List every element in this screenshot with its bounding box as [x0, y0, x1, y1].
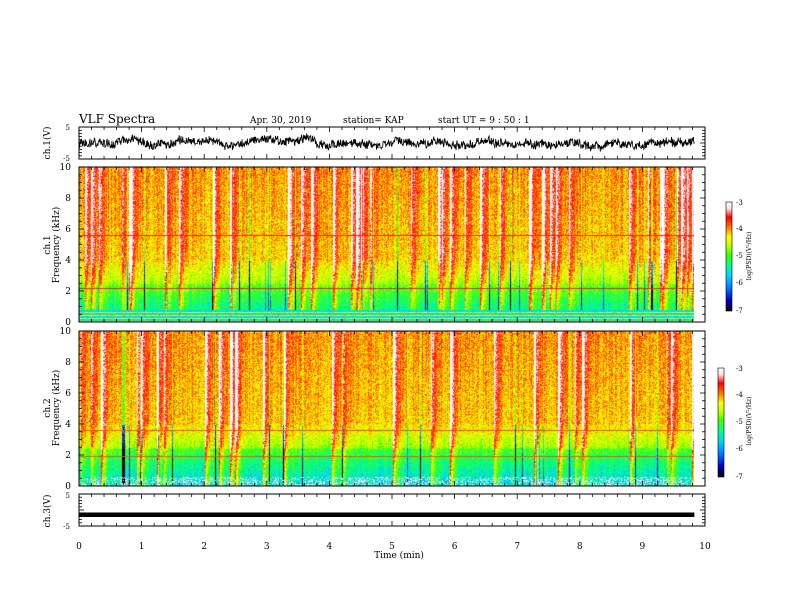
ch1-ytick-top: 5	[66, 124, 70, 132]
ch2-ytick-10: 10	[60, 327, 72, 337]
ch1-cbar-tick-m6: -6	[736, 279, 743, 287]
ch2-freq-tick-labels: 0 2 4 6 8 10	[60, 327, 72, 492]
ch1-ytick-0: 0	[65, 318, 71, 328]
ch2-ytick-6: 6	[65, 389, 71, 399]
ch2-cbar-tick-m3: -3	[736, 365, 743, 373]
ch1-colorbar-bar	[725, 201, 733, 312]
ch1-ylabel-frequency: Frequency (kHz)	[51, 207, 62, 284]
ch3-ytick-top: 5	[66, 492, 70, 500]
ch1-cbar-tick-m5: -5	[736, 252, 743, 260]
ch1-cbar-tick-m4: -4	[736, 225, 743, 233]
ch1-ytick-bottom: -5	[63, 155, 70, 163]
ch1-waveform-panel: 5 -5 ch.1(V)	[42, 124, 706, 163]
ch2-colorbar: -3 -4 -5 -6 -7 log(PSD)(V²/Hz)	[717, 365, 753, 481]
station-label: station= KAP	[343, 116, 404, 126]
ch1-ytick-4: 4	[65, 256, 71, 266]
ch2-ytick-2: 2	[65, 451, 71, 461]
ch2-colorbar-label: log(PSD)(V²/Hz)	[746, 397, 753, 446]
ch2-ytick-0: 0	[65, 482, 71, 492]
ch1-spectrogram-panel: 0 2 4 6 8 10 ch.1 Frequency (kHz)	[43, 163, 706, 328]
ch2-ytick-4: 4	[65, 420, 71, 430]
ch1-ytick-6: 6	[65, 225, 71, 235]
ch1-ytick-10: 10	[60, 163, 72, 173]
ch2-spectrogram-image	[79, 331, 694, 486]
ch1-ytick-2: 2	[65, 287, 71, 297]
figure-title: VLF Spectra	[78, 112, 155, 126]
ch2-colorbar-bar	[717, 367, 725, 478]
start-ut-label: start UT = 9 : 50 : 1	[438, 116, 530, 126]
ch2-cbar-tick-m5: -5	[736, 418, 743, 426]
ch1-cbar-tick-m7: -7	[736, 307, 743, 315]
xtick-4: 4	[327, 542, 333, 552]
ch1-waveform-line	[78, 133, 695, 152]
ch3-ytick-bottom: -5	[63, 523, 70, 531]
ch1-spectrogram-ticks	[78, 166, 706, 323]
ch2-cbar-tick-m4: -4	[736, 391, 743, 399]
xaxis-label: Time (min)	[374, 550, 424, 561]
ch3-waveform-panel: 5 -5 ch.3(V) 0 1 2 3 4 5 6 7 8 9 10 Time…	[42, 492, 711, 561]
xtick-7: 7	[514, 542, 520, 552]
ch1-freq-tick-labels: 0 2 4 6 8 10	[60, 163, 72, 328]
ch2-cbar-tick-m6: -6	[736, 445, 743, 453]
ch1-colorbar: -3 -4 -5 -6 -7 log(PSD)(V²/Hz)	[725, 199, 753, 315]
ch1-waveform-ticks	[78, 126, 706, 160]
ch3-waveform-ticks	[78, 493, 706, 527]
time-tick-labels: 0 1 2 3 4 5 6 7 8 9 10	[76, 542, 711, 552]
xtick-0: 0	[76, 542, 82, 552]
ch3-ylabel: ch.3(V)	[42, 495, 53, 528]
ch2-ytick-8: 8	[65, 358, 71, 368]
xtick-2: 2	[201, 542, 207, 552]
ch1-spectrogram-image	[79, 167, 694, 322]
date-label: Apr. 30, 2019	[249, 116, 312, 126]
ch2-ylabel-frequency: Frequency (kHz)	[51, 370, 62, 447]
xtick-6: 6	[452, 542, 458, 552]
xtick-9: 9	[640, 542, 646, 552]
ch1-ylabel-channel: ch.1	[43, 235, 53, 254]
ch2-cbar-tick-m7: -7	[736, 473, 743, 481]
ch1-cbar-tick-m3: -3	[736, 199, 743, 207]
xtick-8: 8	[577, 542, 583, 552]
ch1-ytick-8: 8	[65, 194, 71, 204]
xtick-3: 3	[264, 542, 270, 552]
ch1-ylabel: ch.1(V)	[42, 127, 53, 160]
ch2-spectrogram-panel: 0 2 4 6 8 10 ch.2 Frequency (kHz)	[43, 327, 706, 492]
ch2-spectrogram-ticks	[78, 330, 706, 487]
ch1-colorbar-label: log(PSD)(V²/Hz)	[746, 232, 753, 281]
xtick-1: 1	[139, 542, 145, 552]
xtick-5: 5	[389, 542, 395, 552]
xtick-10: 10	[699, 542, 711, 552]
ch2-ylabel-channel: ch.2	[43, 398, 53, 417]
